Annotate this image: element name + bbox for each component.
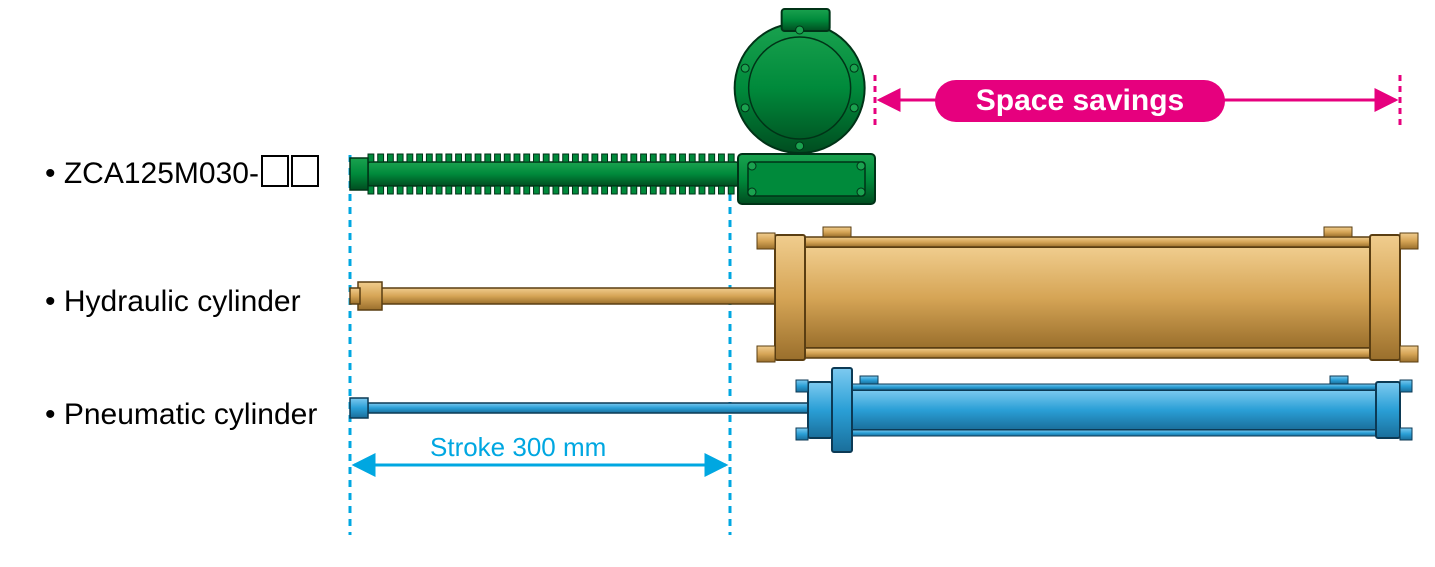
pneumatic-label: • Pneumatic cylinder xyxy=(45,398,317,432)
zip-chain-actuator xyxy=(350,9,875,204)
product-code: ZCA125M030- xyxy=(64,157,259,190)
bullet-icon: • xyxy=(45,285,56,318)
product-label: • ZCA125M030- xyxy=(45,155,319,195)
hydraulic-cylinder-graphic xyxy=(350,227,1418,362)
comparison-diagram xyxy=(0,0,1435,567)
hydraulic-text: Hydraulic cylinder xyxy=(64,285,301,318)
hydraulic-label: • Hydraulic cylinder xyxy=(45,285,301,319)
stroke-text: Stroke 300 mm xyxy=(430,432,606,462)
pneumatic-text: Pneumatic cylinder xyxy=(64,398,317,431)
space-savings-badge: Space savings xyxy=(935,80,1225,122)
space-savings-text: Space savings xyxy=(976,84,1184,118)
bullet-icon: • xyxy=(45,157,56,190)
bullet-icon: • xyxy=(45,398,56,431)
stroke-label: Stroke 300 mm xyxy=(430,432,606,463)
placeholder-boxes xyxy=(259,155,319,195)
